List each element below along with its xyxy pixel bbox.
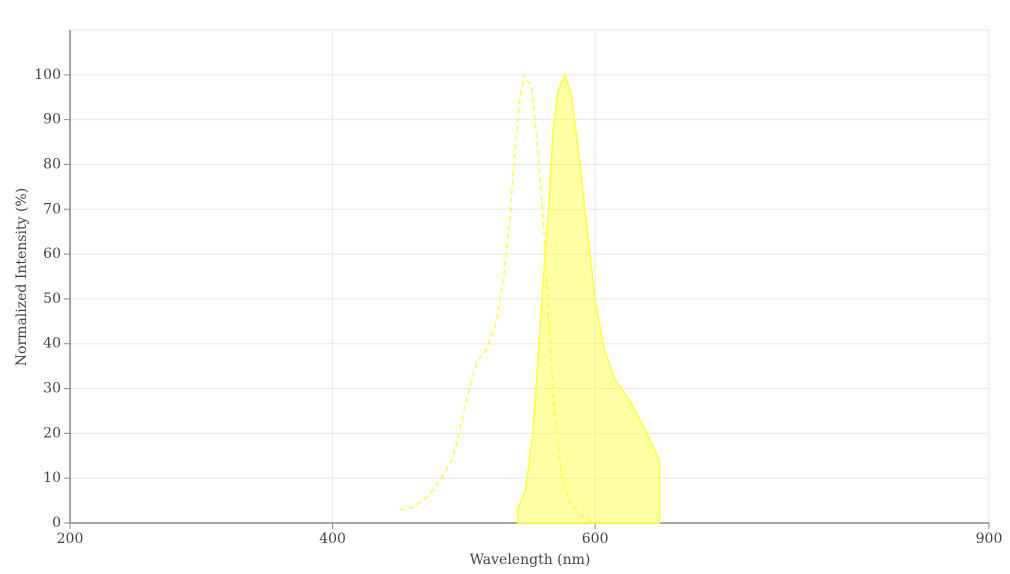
y-tick-label: 80 bbox=[43, 156, 61, 172]
x-tick-label: 400 bbox=[319, 531, 346, 547]
excitation-curve bbox=[399, 72, 592, 522]
y-tick-label: 50 bbox=[43, 291, 61, 307]
y-tick-label: 0 bbox=[52, 515, 61, 531]
y-tick-label: 90 bbox=[43, 112, 61, 128]
x-axis-label: Wavelength (nm) bbox=[470, 552, 591, 568]
emission-curve bbox=[516, 72, 661, 524]
y-tick-label: 100 bbox=[34, 67, 61, 83]
x-tick-label: 200 bbox=[57, 531, 84, 547]
y-axis-label: Normalized Intensity (%) bbox=[14, 188, 30, 366]
x-tick-label: 600 bbox=[582, 531, 609, 547]
y-tick-label: 10 bbox=[43, 470, 61, 486]
y-tick-label: 30 bbox=[43, 381, 61, 397]
y-tick-label: 70 bbox=[43, 201, 61, 217]
x-tick-label: 900 bbox=[976, 531, 1003, 547]
y-tick-label: 20 bbox=[43, 425, 61, 441]
y-tick-label: 60 bbox=[43, 246, 61, 262]
y-tick-label: 40 bbox=[43, 336, 61, 352]
